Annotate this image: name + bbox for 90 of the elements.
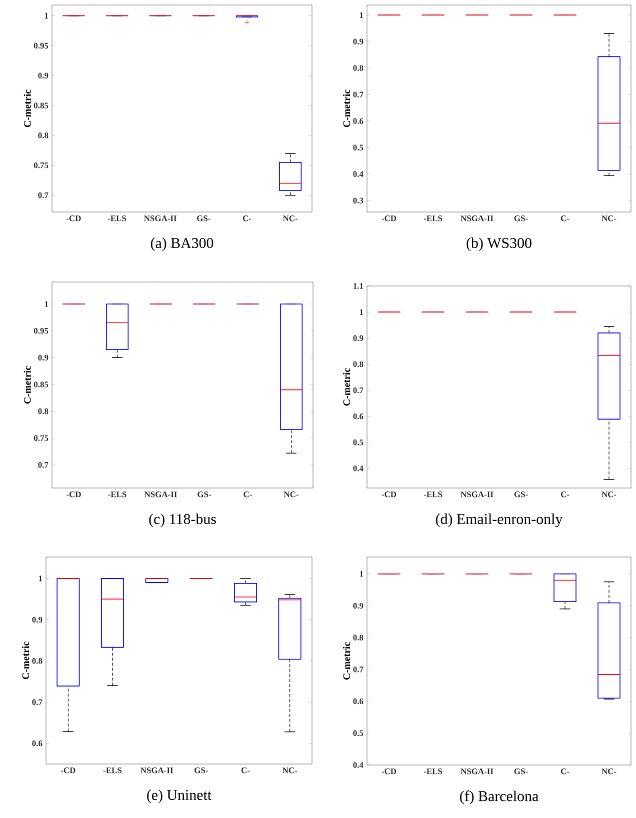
x-tick-label: GS- [514,768,528,774]
x-tick-label: C- [560,492,570,498]
y-tick-label: 0.9 [32,616,42,623]
x-tick-label: GS- [198,492,212,498]
y-axis-title: C-metric [24,90,31,128]
y-axis-title: C-metric [343,368,350,406]
y-tick-label: 0.85 [34,102,48,108]
x-tick-label: NSGA-II [144,216,177,222]
y-axis-title: C-metric [24,366,31,404]
y-tick-label: 0.9 [38,354,48,361]
y-tick-label: 1 [38,576,42,582]
y-tick-label: 1 [44,12,48,19]
y-axis-title: C-metric [343,642,350,680]
y-tick-label: 1 [360,571,364,577]
x-tick-label: NC- [602,768,616,774]
y-tick-label: 0.8 [32,658,42,664]
x-tick-label: NSGA-II [460,492,494,498]
y-tick-label: 0.4 [353,466,364,472]
y-tick-label: 0.85 [34,382,48,388]
x-tick-label: NC- [282,768,298,774]
x-tick-label: -CD [60,768,76,774]
text: (c) 118-bus [149,514,216,528]
y-tick-label: 0.8 [353,361,364,368]
y-tick-label: 0.7 [32,699,42,706]
x-tick-label: GS- [514,492,528,498]
x-tick-label: C- [244,492,252,498]
y-tick-label: 0.6 [353,413,364,420]
x-tick-label: -CD [382,768,396,774]
x-tick-label: -CD [382,216,396,222]
y-tick-label: 0.7 [38,192,48,198]
x-tick-label: -CD [66,216,81,222]
y-tick-label: 0.9 [38,72,48,78]
x-tick-label: NSGA-II [460,216,494,222]
y-tick-label: 1.1 [354,283,364,289]
text: (e) Uninett [147,790,212,804]
y-tick-label: 0.5 [353,730,364,736]
y-tick-label: 0.5 [353,144,364,150]
x-tick-label: NSGA-II [140,768,174,774]
x-tick-label: NC- [602,216,616,222]
x-tick-label: C- [560,216,570,222]
y-tick-label: 0.9 [353,38,364,44]
y-tick-label: 0.7 [38,462,48,468]
y-tick-label: 0.95 [34,42,48,49]
x-tick-label: GS- [194,768,208,774]
y-axis-title: C-metric [22,642,30,680]
y-tick-label: 0.4 [353,171,364,177]
x-tick-label: -ELS [108,216,126,222]
x-tick-label: -ELS [424,768,442,774]
x-tick-label: NSGA-II [144,492,177,498]
x-tick-label: NSGA-II [460,768,494,774]
x-tick-label: C- [242,216,252,222]
y-tick-label: 0.75 [34,435,48,441]
text: (d) Email-enron-only [436,514,563,528]
text: (b) WS300 [466,238,532,252]
y-tick-label: 0.8 [38,408,48,414]
y-tick-label: 0.8 [353,634,364,640]
y-tick-label: 0.4 [353,762,364,768]
text: (f) Barcelona [460,790,538,804]
x-tick-label: NC- [602,492,616,498]
text: (a) BA300 [150,238,214,252]
y-tick-label: 0.5 [353,440,364,446]
y-tick-label: 0.9 [353,335,364,342]
y-tick-label: 1 [360,309,364,315]
x-tick-label: -ELS [103,768,122,774]
y-tick-label: 0.7 [353,387,364,394]
x-tick-label: NC- [282,216,298,222]
y-tick-label: 0.95 [34,328,48,334]
x-tick-label: NC- [284,492,298,498]
y-tick-label: 0.6 [32,740,42,746]
y-tick-label: 0.9 [353,602,364,609]
x-tick-label: GS- [197,216,210,222]
y-tick-label: 1 [360,12,364,18]
x-tick-label: -CD [382,492,396,498]
x-tick-label: -CD [66,492,81,498]
y-tick-label: 1 [44,301,48,307]
x-tick-label: GS- [514,216,528,222]
y-tick-label: 0.6 [353,118,364,124]
y-tick-label: 0.75 [34,162,48,168]
y-tick-label: 0.7 [353,666,364,672]
x-tick-label: -ELS [424,216,442,222]
x-tick-label: -ELS [424,492,442,498]
x-tick-label: -ELS [108,492,126,498]
y-tick-label: 0.8 [353,65,364,71]
x-tick-label: C- [241,768,250,774]
y-tick-label: 0.7 [353,92,364,98]
y-tick-label: 0.3 [353,198,364,204]
x-tick-label: C- [560,768,570,774]
y-axis-title: C-metric [343,90,350,128]
y-tick-label: 0.6 [353,698,364,704]
y-tick-label: 0.8 [38,132,48,138]
